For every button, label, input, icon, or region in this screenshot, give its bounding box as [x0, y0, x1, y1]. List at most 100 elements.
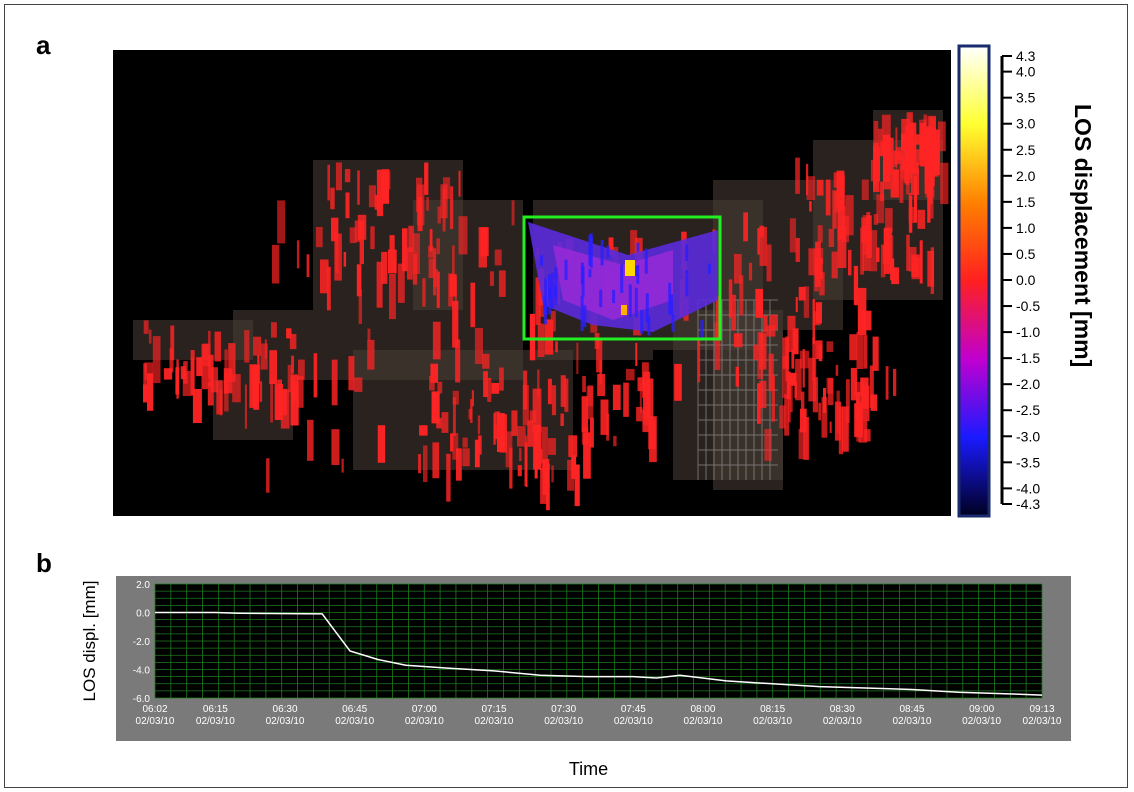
red-streak: [424, 162, 429, 195]
red-streak: [826, 341, 834, 352]
red-streak: [431, 391, 440, 424]
red-streak: [542, 459, 550, 495]
colorbar-gap: [955, 44, 957, 520]
red-streak: [790, 385, 793, 413]
red-streak: [913, 149, 921, 166]
red-streak: [860, 227, 864, 275]
red-streak: [757, 228, 760, 255]
red-streak: [471, 390, 474, 407]
colorbar-tick-label: 2.5: [1016, 142, 1036, 158]
x-tick-time-label: 06:45: [342, 704, 367, 715]
red-streak: [462, 448, 470, 467]
red-streak: [799, 408, 807, 433]
red-streak: [207, 382, 214, 406]
red-streak: [894, 151, 902, 165]
red-streak: [858, 420, 868, 443]
red-streak: [715, 295, 721, 340]
red-streak: [864, 429, 871, 442]
x-tick-date-label: 02/03/10: [684, 716, 723, 727]
red-streak: [511, 410, 518, 436]
red-streak: [893, 368, 897, 396]
blue-streak: [589, 237, 593, 268]
red-streak: [906, 112, 913, 138]
red-streak: [511, 200, 515, 226]
red-streak: [831, 251, 838, 279]
red-streak: [858, 309, 865, 332]
red-streak: [789, 372, 797, 386]
red-streak: [927, 250, 935, 287]
red-streak: [455, 339, 461, 383]
red-streak: [458, 170, 461, 197]
red-streak: [932, 163, 935, 187]
red-streak: [600, 399, 609, 435]
x-tick-date-label: 02/03/10: [475, 716, 514, 727]
red-streak: [505, 431, 513, 468]
red-streak: [784, 394, 790, 436]
x-axis-label: Time: [569, 759, 608, 779]
red-streak: [175, 367, 180, 395]
red-streak: [452, 433, 459, 460]
red-streak: [768, 353, 774, 392]
red-streak: [787, 315, 796, 352]
red-streak: [550, 311, 556, 332]
blue-streak: [612, 289, 616, 304]
red-streak: [759, 380, 767, 409]
red-streak: [613, 435, 617, 447]
red-streak: [331, 359, 338, 406]
red-streak: [143, 320, 149, 334]
red-streak: [834, 401, 842, 441]
red-streak: [630, 230, 638, 256]
colorbar-tick-label: 3.5: [1016, 90, 1036, 106]
red-streak: [144, 362, 154, 380]
red-streak: [533, 424, 542, 470]
red-streak: [470, 282, 476, 328]
red-streak: [429, 375, 435, 391]
red-streak: [845, 195, 854, 236]
red-streak: [829, 421, 832, 433]
red-streak: [482, 353, 490, 369]
red-streak: [759, 333, 767, 370]
red-streak: [771, 375, 775, 422]
red-streak: [800, 391, 805, 417]
red-streak: [825, 179, 831, 216]
blue-streak: [636, 242, 640, 253]
red-streak: [458, 216, 468, 255]
red-streak: [885, 208, 893, 233]
red-streak: [374, 194, 380, 210]
blue-streak: [599, 289, 603, 308]
red-streak: [818, 402, 822, 421]
red-streak: [487, 377, 492, 402]
red-streak: [798, 428, 805, 460]
red-streak: [441, 412, 449, 433]
red-streak: [815, 257, 823, 279]
y-tick-label: -4.0: [133, 666, 151, 677]
x-tick-date-label: 02/03/10: [266, 716, 305, 727]
red-displacement-streaks: [143, 112, 949, 511]
red-streak: [876, 194, 885, 224]
red-streak: [509, 447, 513, 489]
red-streak: [341, 458, 344, 473]
red-streak: [190, 357, 195, 396]
red-streak: [478, 435, 482, 455]
red-streak: [280, 388, 288, 416]
red-streak: [880, 181, 884, 201]
red-streak: [192, 389, 202, 423]
red-streak: [271, 322, 277, 338]
red-streak: [791, 349, 795, 369]
red-streak: [866, 212, 871, 224]
red-streak: [446, 453, 451, 502]
red-streak: [739, 275, 744, 316]
red-streak: [821, 397, 828, 438]
red-streak: [582, 375, 586, 393]
red-streak: [873, 121, 879, 151]
red-streak: [196, 357, 203, 377]
colorbar-tick-label: 4.0: [1016, 64, 1036, 80]
x-tick-date-label: 02/03/10: [544, 716, 583, 727]
panel-b-label: b: [36, 548, 52, 578]
red-streak: [856, 331, 864, 369]
blue-streak: [581, 266, 585, 297]
red-streak: [872, 336, 879, 371]
red-streak: [402, 228, 408, 272]
y-tick-label: -2.0: [133, 637, 151, 648]
red-streak: [596, 338, 603, 373]
